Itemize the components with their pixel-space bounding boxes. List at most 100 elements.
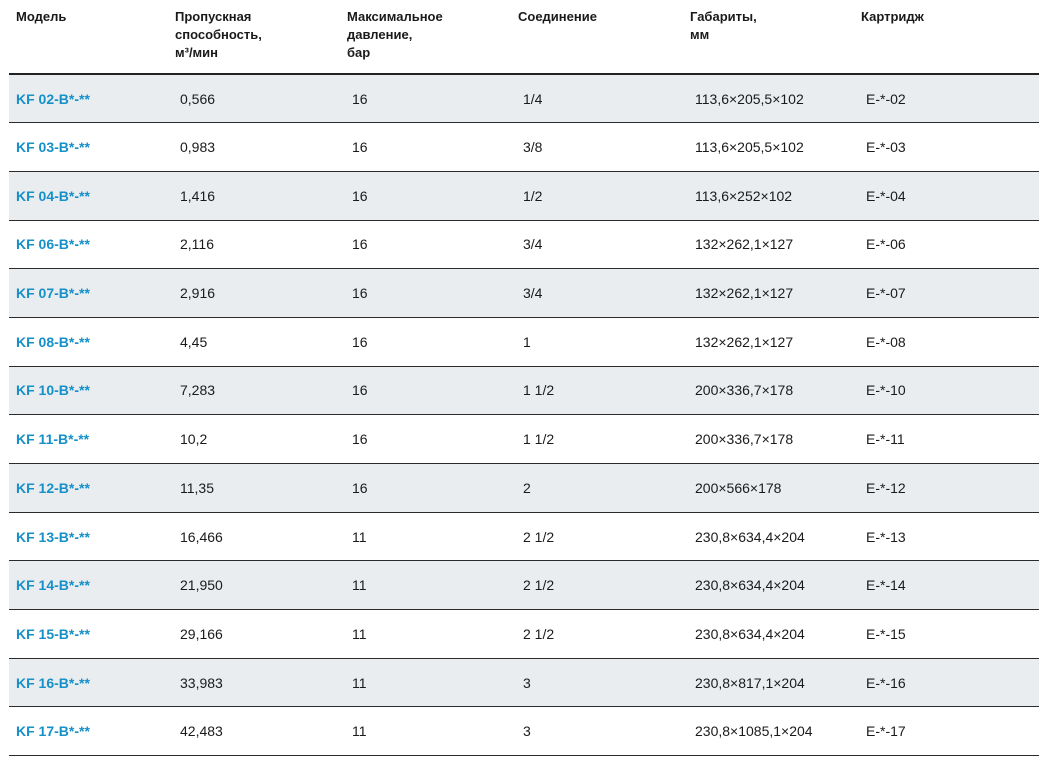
cell-cartridge: E-*-12 <box>861 463 1039 513</box>
table-row: KF 13-B*-** 16,466 11 2 1/2 230,8×634,4×… <box>9 512 1039 562</box>
cell-flow: 2,916 <box>175 268 347 318</box>
cell-cartridge: E-*-10 <box>861 366 1039 416</box>
cell-connection: 1 1/2 <box>518 366 690 416</box>
cell-dimensions: 230,8×634,4×204 <box>690 609 861 659</box>
header-flow: Пропускная способность, м³/мин <box>175 0 347 75</box>
cell-pressure: 16 <box>347 122 518 172</box>
cell-model: KF 03-B*-** <box>9 122 175 172</box>
cell-cartridge: E-*-03 <box>861 122 1039 172</box>
cell-dimensions: 113,6×252×102 <box>690 171 861 221</box>
cell-model: KF 10-B*-** <box>9 366 175 416</box>
header-row: Модель Пропускная способность, м³/мин Ма… <box>9 0 1039 75</box>
cell-pressure: 11 <box>347 658 518 708</box>
header-connection-text: Соединение <box>518 9 597 24</box>
cell-connection: 1/4 <box>518 74 690 124</box>
cell-connection: 2 1/2 <box>518 560 690 611</box>
cell-flow: 42,483 <box>175 706 347 757</box>
cell-pressure: 11 <box>347 609 518 659</box>
cell-flow: 11,35 <box>175 463 347 513</box>
header-pressure: Максимальное давление, бар <box>347 0 518 75</box>
cell-connection: 3/8 <box>518 122 690 172</box>
cell-cartridge: E-*-17 <box>861 706 1039 757</box>
cell-dimensions: 230,8×634,4×204 <box>690 512 861 562</box>
header-flow-line1: Пропускная <box>175 9 252 24</box>
cell-flow: 29,166 <box>175 609 347 659</box>
cell-dimensions: 230,8×634,4×204 <box>690 560 861 611</box>
header-pressure-line1: Максимальное <box>347 9 443 24</box>
cell-pressure: 16 <box>347 171 518 221</box>
cell-model: KF 11-B*-** <box>9 414 175 464</box>
cell-model: KF 13-B*-** <box>9 512 175 562</box>
filter-spec-table-container: Модель Пропускная способность, м³/мин Ма… <box>9 0 1039 757</box>
cell-flow: 0,566 <box>175 74 347 124</box>
cell-flow: 2,116 <box>175 220 347 270</box>
cell-pressure: 16 <box>347 317 518 367</box>
table-row: KF 02-B*-** 0,566 16 1/4 113,6×205,5×102… <box>9 74 1039 124</box>
cell-dimensions: 132×262,1×127 <box>690 317 861 367</box>
header-model-text: Модель <box>16 9 67 24</box>
table-header: Модель Пропускная способность, м³/мин Ма… <box>9 0 1039 75</box>
cell-pressure: 11 <box>347 512 518 562</box>
table-row: KF 08-B*-** 4,45 16 1 132×262,1×127 E-*-… <box>9 317 1039 367</box>
cell-connection: 2 1/2 <box>518 512 690 562</box>
cell-cartridge: E-*-15 <box>861 609 1039 659</box>
cell-connection: 2 <box>518 463 690 513</box>
cell-model: KF 14-B*-** <box>9 560 175 611</box>
table-row: KF 10-B*-** 7,283 16 1 1/2 200×336,7×178… <box>9 366 1039 416</box>
cell-connection: 1/2 <box>518 171 690 221</box>
cell-pressure: 16 <box>347 366 518 416</box>
cell-connection: 3/4 <box>518 220 690 270</box>
cell-model: KF 16-B*-** <box>9 658 175 708</box>
header-connection: Соединение <box>518 0 690 75</box>
cell-model: KF 04-B*-** <box>9 171 175 221</box>
cell-flow: 16,466 <box>175 512 347 562</box>
cell-cartridge: E-*-04 <box>861 171 1039 221</box>
cell-dimensions: 200×566×178 <box>690 463 861 513</box>
cell-cartridge: E-*-08 <box>861 317 1039 367</box>
header-pressure-line2: давление, <box>347 27 413 42</box>
cell-model: KF 08-B*-** <box>9 317 175 367</box>
cell-pressure: 16 <box>347 414 518 464</box>
table-row: KF 12-B*-** 11,35 16 2 200×566×178 E-*-1… <box>9 463 1039 513</box>
cell-pressure: 11 <box>347 706 518 757</box>
cell-connection: 2 1/2 <box>518 609 690 659</box>
header-model: Модель <box>9 0 175 75</box>
table-body: KF 02-B*-** 0,566 16 1/4 113,6×205,5×102… <box>9 74 1039 757</box>
cell-pressure: 16 <box>347 74 518 124</box>
cell-connection: 1 <box>518 317 690 367</box>
cell-cartridge: E-*-14 <box>861 560 1039 611</box>
cell-dimensions: 132×262,1×127 <box>690 268 861 318</box>
cell-cartridge: E-*-16 <box>861 658 1039 708</box>
header-cartridge-text: Картридж <box>861 9 924 24</box>
cell-flow: 21,950 <box>175 560 347 611</box>
cell-model: KF 06-B*-** <box>9 220 175 270</box>
table-row: KF 14-B*-** 21,950 11 2 1/2 230,8×634,4×… <box>9 560 1039 611</box>
cell-model: KF 15-B*-** <box>9 609 175 659</box>
cell-connection: 1 1/2 <box>518 414 690 464</box>
table-row: KF 17-B*-** 42,483 11 3 230,8×1085,1×204… <box>9 706 1039 757</box>
table-row: KF 07-B*-** 2,916 16 3/4 132×262,1×127 E… <box>9 268 1039 318</box>
cell-pressure: 16 <box>347 463 518 513</box>
table-row: KF 16-B*-** 33,983 11 3 230,8×817,1×204 … <box>9 658 1039 708</box>
cell-model: KF 12-B*-** <box>9 463 175 513</box>
cell-connection: 3 <box>518 706 690 757</box>
cell-flow: 7,283 <box>175 366 347 416</box>
cell-cartridge: E-*-07 <box>861 268 1039 318</box>
cell-cartridge: E-*-06 <box>861 220 1039 270</box>
cell-dimensions: 200×336,7×178 <box>690 414 861 464</box>
table-row: KF 15-B*-** 29,166 11 2 1/2 230,8×634,4×… <box>9 609 1039 659</box>
filter-spec-table: Модель Пропускная способность, м³/мин Ма… <box>9 0 1039 757</box>
cell-dimensions: 230,8×1085,1×204 <box>690 706 861 757</box>
cell-model: KF 02-B*-** <box>9 74 175 124</box>
header-dimensions: Габариты, мм <box>690 0 861 75</box>
cell-pressure: 11 <box>347 560 518 611</box>
header-dims-line1: Габариты, <box>690 9 757 24</box>
cell-flow: 0,983 <box>175 122 347 172</box>
cell-dimensions: 132×262,1×127 <box>690 220 861 270</box>
cell-flow: 1,416 <box>175 171 347 221</box>
cell-cartridge: E-*-11 <box>861 414 1039 464</box>
cell-dimensions: 113,6×205,5×102 <box>690 74 861 124</box>
cell-pressure: 16 <box>347 268 518 318</box>
cell-flow: 4,45 <box>175 317 347 367</box>
header-cartridge: Картридж <box>861 0 1039 75</box>
